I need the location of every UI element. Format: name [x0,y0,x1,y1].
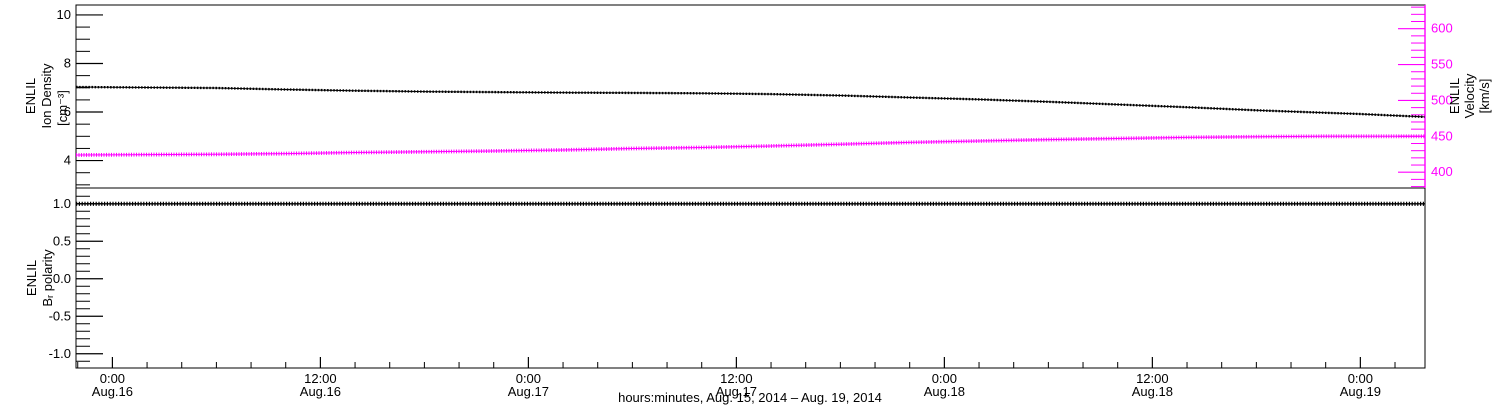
polarity-tick-label: -0.5 [49,308,71,323]
bottom-panel-frame [75,187,1426,369]
velocity-tick-label: 450 [1431,128,1453,143]
velocity-tick-label: 550 [1431,57,1453,72]
x-tick-date-label: Aug.19 [1340,384,1381,399]
polarity-tick-label: -1.0 [49,346,71,361]
ylabel-unit: [cm⁻³] [55,90,70,126]
ylabel-line: ENLIL [23,77,38,115]
density-tick-label: 4 [64,153,71,168]
ylabel-ion-density: ENLIL Ion Density [cm⁻³] [23,26,71,166]
density-tick-label: 8 [64,55,71,70]
top-panel-frame [75,4,1426,189]
x-tick-date-label: Aug.16 [300,384,341,399]
polarity-tick-label: 1.0 [53,196,71,211]
x-tick-time-label: 12:00 [304,371,337,386]
density-tick-label: 6 [64,104,71,119]
velocity-curve-markers [75,134,1425,157]
polarity-tick-label: 0.5 [53,233,71,248]
x-tick-date-label: Aug.18 [1132,384,1173,399]
x-tick-time-label: 0:00 [1348,371,1373,386]
x-axis-title: hours:minutes, Aug. 15, 2014 – Aug. 19, … [618,390,882,405]
x-tick-time-label: 12:00 [720,371,753,386]
polarity-tick-label: 0.0 [53,271,71,286]
velocity-tick-label: 400 [1431,164,1453,179]
velocity-tick-label: 600 [1431,21,1453,36]
ylabel-line: Velocity [1462,73,1477,119]
ion-density-curve-markers [75,85,1425,119]
x-tick-date-label: Aug.16 [92,384,133,399]
ylabel-line: [km/s] [1477,78,1492,114]
x-tick-date-label: Aug.17 [716,384,757,399]
velocity-curve-line [75,135,1425,156]
x-tick-time-label: 0:00 [932,371,957,386]
ion-density-curve-line [75,86,1425,118]
x-tick-time-label: 0:00 [516,371,541,386]
x-tick-time-label: 12:00 [1136,371,1169,386]
ylabel-line: ENLIL [1447,77,1462,115]
ylabel-velocity: ENLIL Velocity [km/s] [1447,36,1493,156]
ylabel-line: Ion Density [39,63,54,129]
x-tick-date-label: Aug.17 [508,384,549,399]
density-tick-label: 10 [57,7,71,22]
velocity-tick-label: 500 [1431,92,1453,107]
x-tick-date-label: Aug.18 [924,384,965,399]
ylabel-br-polarity: ENLIL Bᵣ polarity [24,208,56,348]
ylabel-line: Bᵣ polarity [40,249,55,307]
x-tick-time-label: 0:00 [100,371,125,386]
ylabel-line: ENLIL [24,259,39,297]
